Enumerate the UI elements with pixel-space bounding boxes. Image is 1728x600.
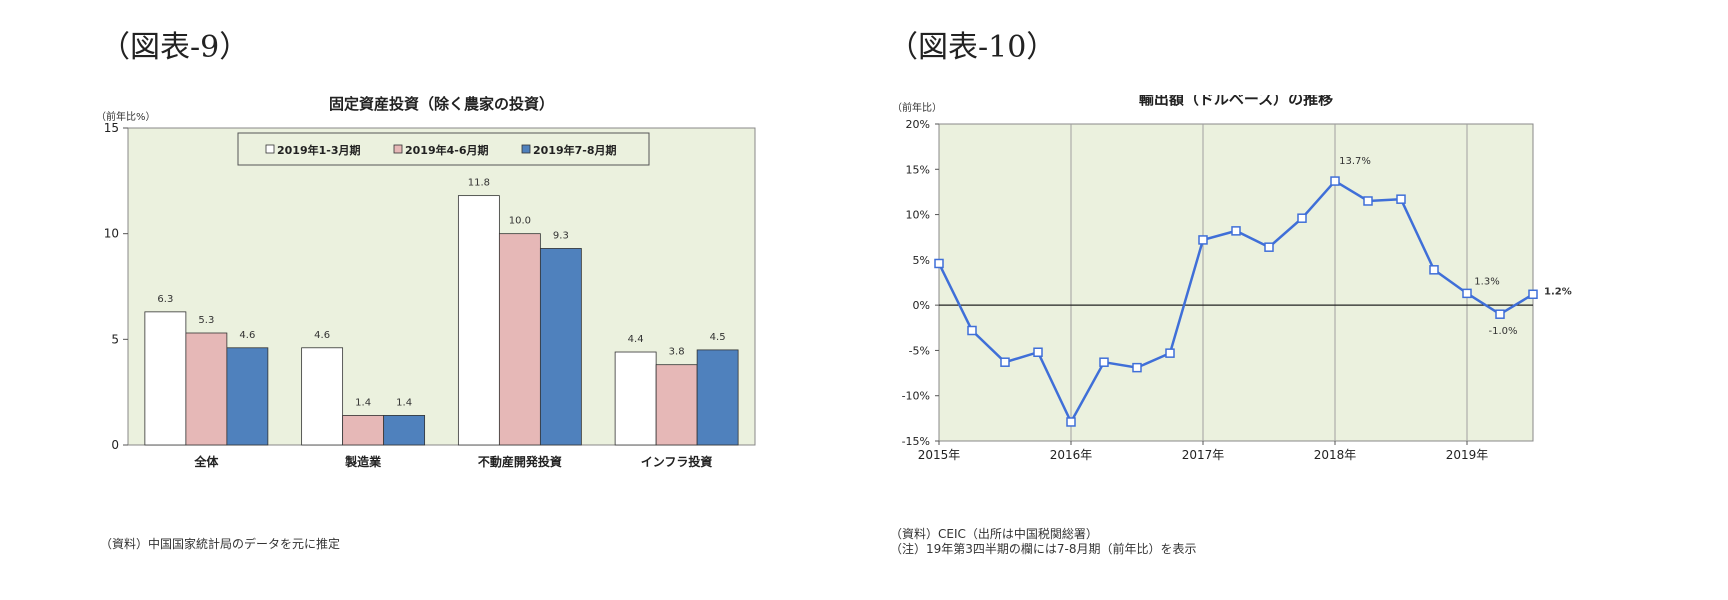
data-point-marker <box>1363 196 1373 206</box>
bar <box>342 415 385 446</box>
data-point-marker <box>1330 176 1340 186</box>
bar-value-label: 4.6 <box>314 330 330 341</box>
bar <box>614 351 657 446</box>
bar <box>185 332 228 446</box>
bar-value-label: 1.4 <box>355 397 371 408</box>
bar <box>696 349 739 446</box>
x-category-label: インフラ投資 <box>641 454 713 469</box>
y-tick-label: -15% <box>902 435 930 448</box>
bar <box>655 364 698 446</box>
bar-value-label: 6.3 <box>157 294 173 305</box>
data-point-marker <box>1000 357 1010 367</box>
bar <box>498 233 541 446</box>
data-point-marker <box>1528 289 1538 300</box>
bar <box>457 195 500 446</box>
figure-10-panel: 輸出額（ドルベース）の推移 （前年比） 2015年 2016年 2017年 2018年 20… <box>880 90 1640 565</box>
data-point-marker <box>1396 194 1406 204</box>
figure-10-footnote: （注）19年第3四半期の欄には7-8月期（前年比）を表示 <box>890 542 1197 556</box>
data-point-marker <box>1132 362 1142 373</box>
bar-value-label: 4.6 <box>239 330 255 341</box>
data-point-marker <box>1198 235 1208 245</box>
legend-box <box>237 132 650 166</box>
bar <box>383 415 426 446</box>
bar-value-label: 4.5 <box>710 332 726 343</box>
bar <box>539 248 582 446</box>
data-point-marker <box>1231 226 1241 236</box>
x-tick-label: 2015年 <box>918 448 961 462</box>
x-category-label: 全体 <box>193 454 219 469</box>
y-tick-label: 15 <box>104 121 119 135</box>
y-tick-label: 15% <box>906 163 930 176</box>
bar <box>144 311 187 446</box>
y-tick-label: 0 <box>111 438 119 452</box>
bar-value-label: 11.8 <box>468 178 490 189</box>
y-tick-label: -5% <box>909 344 930 357</box>
figure-9-panel: 固定資産投資（除く農家の投資） （前年比%） 0 5 10 15 6.3 5.3 4.6 全体 4.… <box>96 95 860 565</box>
data-point-marker <box>1297 213 1307 223</box>
x-tick-label: 2017年 <box>1182 448 1225 462</box>
y-tick-label: 5 <box>111 332 119 346</box>
x-category-label: 製造業 <box>344 454 382 469</box>
y-tick-label: 20% <box>906 118 930 131</box>
figure-10-source-note: （資料）CEIC（出所は中国税関総署） <box>890 527 1098 541</box>
bar-value-label: 10.0 <box>509 216 531 227</box>
bar-value-label: 9.3 <box>553 230 569 241</box>
x-tick-label: 2016年 <box>1050 448 1093 462</box>
legend-label: 2019年7-8月期 <box>533 143 617 157</box>
y-tick-label: 5% <box>913 254 930 267</box>
data-annotation: 1.2% <box>1544 286 1572 297</box>
data-point-marker <box>934 258 944 269</box>
data-point-marker <box>1429 265 1439 275</box>
bar-value-label: 5.3 <box>198 315 214 326</box>
bar <box>226 347 269 446</box>
data-annotation: 13.7% <box>1339 156 1371 167</box>
figure-9-label: （図表-9） <box>100 30 250 65</box>
legend-swatch <box>521 144 531 154</box>
bar-value-label: 4.4 <box>628 334 644 345</box>
x-category-label: 不動産開発投資 <box>478 454 562 469</box>
data-point-marker <box>1495 309 1505 319</box>
figure-9-source-note: （資料）中国国家統計局のデータを元に推定 <box>100 537 341 551</box>
y-axis-label: （前年比%） <box>100 110 156 123</box>
plot-area <box>938 123 1534 442</box>
data-point-marker <box>1066 417 1076 427</box>
bar-chart-fixed-asset-investment: 固定資産投資（除く農家の投資） （前年比%） 0 5 10 15 6.3 5.3 4.6 全体 4.… <box>96 95 756 469</box>
bar <box>301 347 344 446</box>
data-point-marker <box>1099 357 1109 367</box>
y-tick-label: 0% <box>913 299 930 312</box>
chart-title: 輸出額（ドルベース）の推移 <box>1139 95 1333 108</box>
bar-value-label: 3.8 <box>669 347 685 358</box>
data-point-marker <box>1033 347 1043 357</box>
y-axis-label: （前年比） <box>892 101 942 114</box>
legend-swatch <box>393 144 403 154</box>
x-tick-label: 2018年 <box>1314 448 1357 462</box>
y-tick-label: 10 <box>104 227 119 241</box>
data-point-marker <box>1165 348 1175 358</box>
data-point-marker <box>967 325 977 336</box>
legend-label: 2019年4-6月期 <box>405 143 489 157</box>
data-point-marker <box>1462 288 1472 299</box>
bar-value-label: 1.4 <box>396 397 412 408</box>
data-annotation: -1.0% <box>1488 326 1517 337</box>
chart-title: 固定資産投資（除く農家の投資） <box>329 95 554 113</box>
y-tick-label: 10% <box>906 209 930 222</box>
line-chart-exports: 輸出額（ドルベース）の推移 （前年比） 2015年 2016年 2017年 2018年 20… <box>892 90 1572 462</box>
legend-swatch <box>265 144 275 154</box>
data-annotation: 1.3% <box>1474 276 1499 287</box>
data-point-marker <box>1264 242 1274 252</box>
x-tick-label: 2019年 <box>1446 448 1489 462</box>
legend-label: 2019年1-3月期 <box>277 143 361 157</box>
figure-10-label: （図表-10） <box>888 30 1057 65</box>
y-tick-label: -10% <box>902 390 930 403</box>
